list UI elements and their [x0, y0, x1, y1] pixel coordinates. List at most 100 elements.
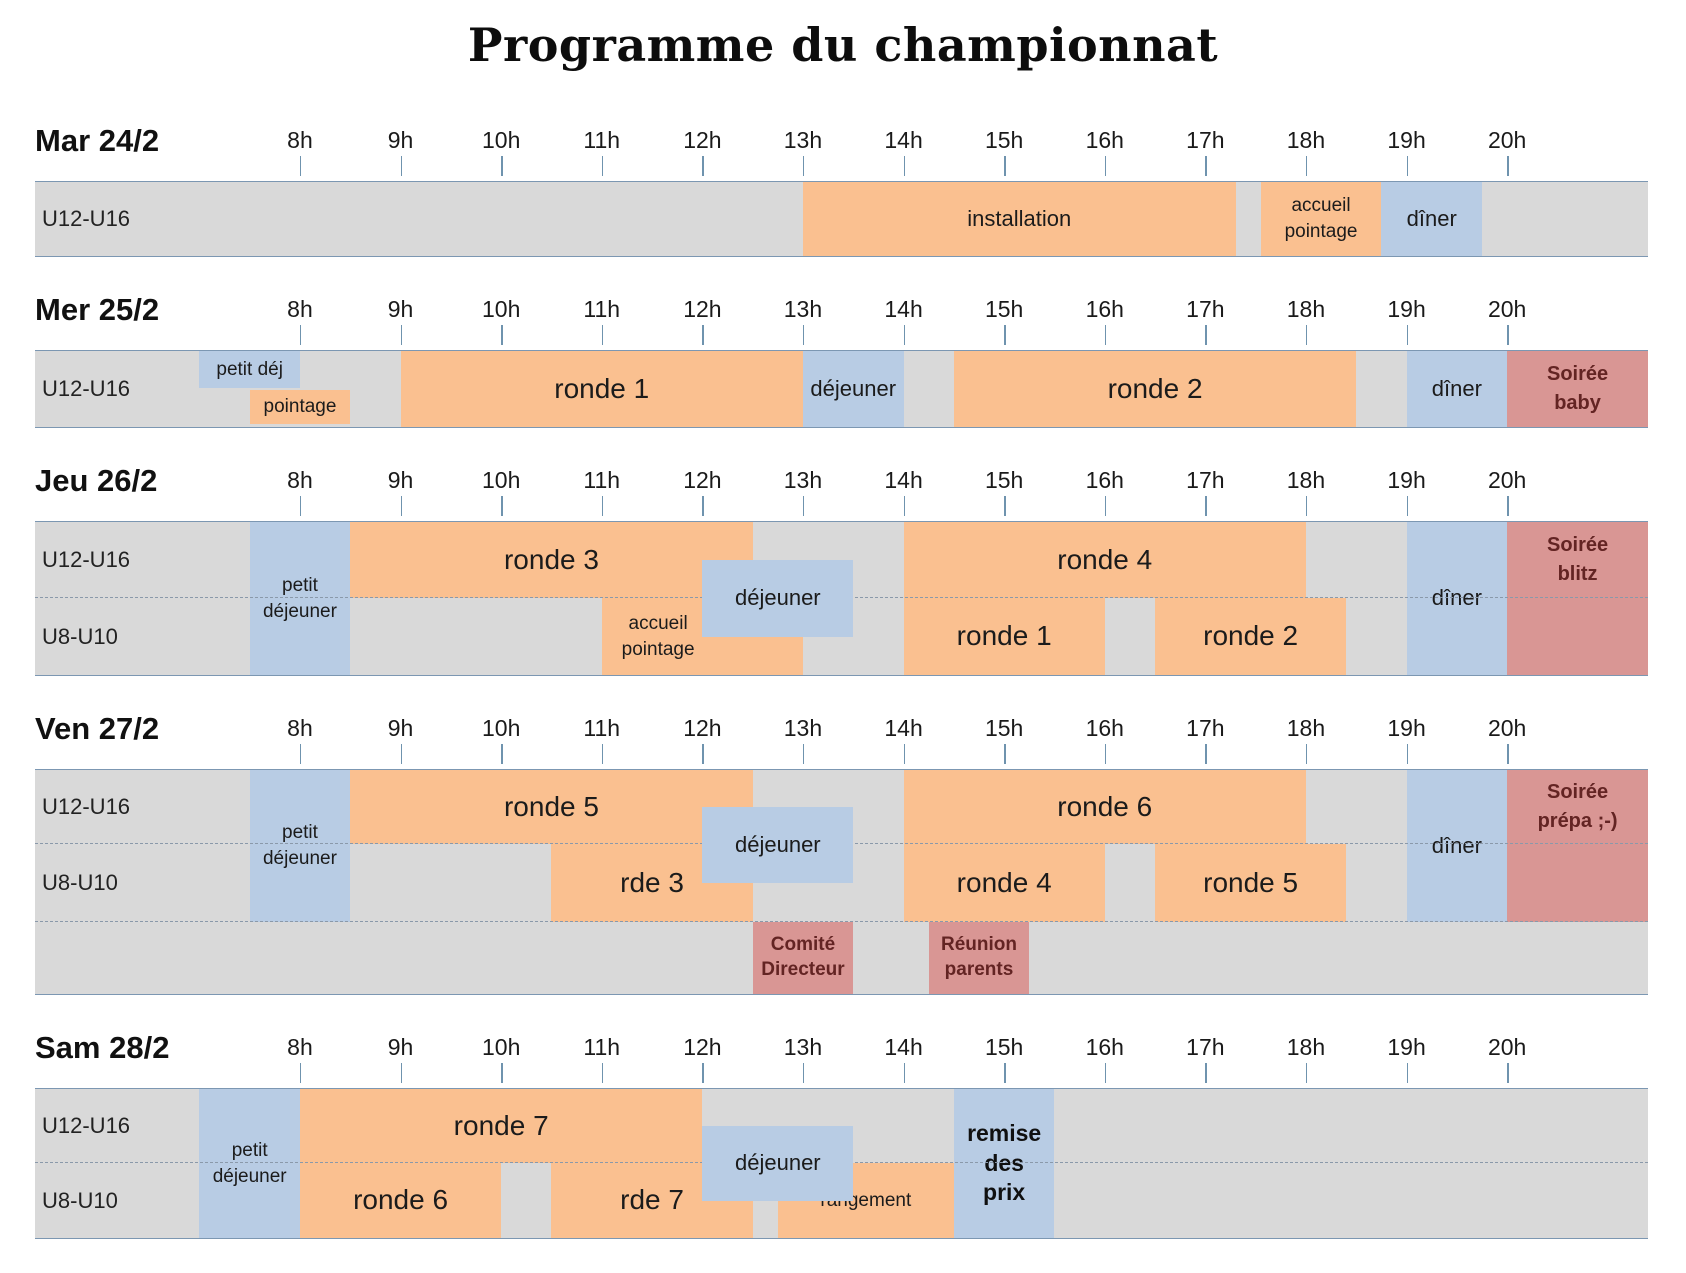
hour-label: 9h — [387, 715, 414, 741]
block-ronde-5: ronde 5 — [350, 770, 753, 844]
block-label-line: ronde 7 — [453, 1109, 549, 1141]
block-label-line: ronde 2 — [1107, 372, 1203, 404]
block-ronde-3: ronde 3 — [350, 522, 753, 598]
hour-label: 20h — [1487, 296, 1527, 322]
hour-tick — [1004, 496, 1006, 516]
block-diner: dîner — [1406, 351, 1508, 427]
hour-tick — [1507, 496, 1509, 516]
hour-tick — [400, 156, 403, 176]
block-label-line: petit — [282, 822, 318, 844]
hour-tick — [299, 1063, 302, 1083]
block-label-line: ronde 4 — [1057, 543, 1153, 575]
hour-tick — [1205, 496, 1207, 516]
hour-label: 20h — [1487, 127, 1527, 153]
hour-label: 16h — [1085, 127, 1124, 153]
block-label-line: déjeuner — [735, 1150, 821, 1176]
block-label-line: ronde 1 — [554, 372, 650, 404]
hour-tick — [802, 496, 805, 516]
hour-label: 10h — [481, 715, 521, 741]
block-label-line: dîner — [1431, 832, 1482, 858]
hour-tick — [1305, 496, 1308, 516]
hour-tick — [702, 744, 704, 764]
hour-label: 16h — [1085, 1034, 1124, 1060]
block-label-line: rde 3 — [620, 866, 684, 898]
hour-tick — [1004, 744, 1006, 764]
hour-tick — [501, 744, 503, 764]
hour-tick — [1004, 1063, 1006, 1083]
block-label-line: ronde 6 — [1057, 790, 1153, 822]
hour-label: 8h — [287, 127, 313, 153]
day-band-sam-28-2: Sam 28/2 8h 9h 10h 11h 12h 13h 14h 15h 16h 17h 18h 1… — [35, 1017, 1648, 1239]
hour-tick — [1305, 325, 1308, 345]
block-label: remise des prix — [967, 1119, 1041, 1209]
day-track: U12-U16 installation accueil pointage dîner — [35, 182, 1648, 257]
block-label-line: Soirée — [1546, 534, 1609, 556]
block-label-line: rde 7 — [620, 1184, 684, 1216]
hour-tick — [802, 1063, 805, 1083]
block-label: accueil pointage — [1285, 193, 1358, 244]
hour-tick — [903, 496, 906, 516]
block-label: ronde 2 — [1108, 373, 1203, 405]
hour-tick — [702, 496, 704, 516]
block-label: pointage — [264, 394, 337, 420]
block-label-line: ronde 4 — [956, 866, 1052, 898]
day-header: Mar 24/2 8h 9h 10h 11h 12h 13h 14h 15h 16h 17h 18h 1… — [35, 110, 1648, 158]
block-pointage: pointage — [249, 389, 351, 424]
block-label-line: ronde 1 — [956, 620, 1052, 652]
hour-label: 15h — [984, 127, 1024, 153]
category-label: U12-U16 — [42, 794, 131, 819]
block-rde-7: rde 7 — [551, 1163, 753, 1238]
block-label-line: dîner — [1431, 375, 1482, 401]
hour-label: 8h — [287, 715, 313, 741]
hour-tick — [802, 156, 805, 176]
block-comite-directeur: Comité Directeur — [752, 922, 854, 994]
hour-label: 12h — [683, 127, 722, 153]
time-axis — [35, 156, 1648, 182]
hour-label: 14h — [884, 467, 923, 493]
hour-label: 15h — [984, 1034, 1024, 1060]
block-label-line: déjeuner — [810, 375, 897, 401]
block-label: installation — [967, 206, 1071, 232]
hour-label: 18h — [1286, 1034, 1326, 1060]
hour-tick — [501, 156, 503, 176]
day-band-mer-25-2: Mer 25/2 8h 9h 10h 11h 12h 13h 14h 15h 16h 17h 18h 1… — [35, 279, 1648, 428]
hour-label: 8h — [287, 1034, 313, 1060]
hour-tick — [1104, 1063, 1107, 1083]
category-label: U8-U10 — [42, 623, 118, 649]
hour-tick — [400, 744, 403, 764]
day-header: Ven 27/2 8h 9h 10h 11h 12h 13h 14h 15h 16h 17h 18h 1… — [35, 698, 1648, 746]
day-label: Mer 25/2 — [35, 292, 160, 327]
block-label-line: installation — [967, 205, 1072, 231]
hour-tick — [299, 496, 302, 516]
hour-tick — [802, 325, 805, 345]
hour-label: 14h — [884, 296, 923, 322]
hour-label: 9h — [387, 467, 414, 493]
hour-label: 18h — [1286, 296, 1326, 322]
block-label-line: déjeuner — [735, 831, 821, 857]
block-label-line: Directeur — [761, 959, 845, 980]
block-petit-dejeuner: petit déjeuner — [249, 770, 351, 922]
category-label: U12-U16 — [42, 547, 131, 572]
block-label-line: ronde 3 — [503, 543, 599, 575]
hour-label: 12h — [683, 1034, 722, 1060]
category-label: U12-U16 — [42, 1113, 131, 1138]
hour-tick — [702, 1063, 704, 1083]
hour-tick — [1205, 1063, 1207, 1083]
block-label-line: déjeuner — [262, 848, 337, 869]
category-label: U12-U16 — [42, 206, 131, 231]
hour-tick — [601, 744, 604, 764]
hour-tick — [1004, 325, 1006, 345]
hour-tick — [802, 744, 805, 764]
block-label-line: accueil — [628, 612, 688, 634]
hour-label: 13h — [783, 127, 823, 153]
block-label-line: Soirée — [1546, 781, 1609, 803]
hour-label: 12h — [683, 715, 722, 741]
hour-label: 16h — [1085, 715, 1124, 741]
block-diner: dîner — [1406, 770, 1508, 922]
block-label: déjeuner — [735, 1150, 821, 1176]
hour-label: 11h — [583, 127, 621, 153]
hour-tick — [400, 1063, 403, 1083]
block-reunion-parents: Réunion parents — [928, 922, 1030, 994]
block-ronde-4: ronde 4 — [903, 844, 1105, 922]
hour-label: 11h — [583, 296, 621, 322]
